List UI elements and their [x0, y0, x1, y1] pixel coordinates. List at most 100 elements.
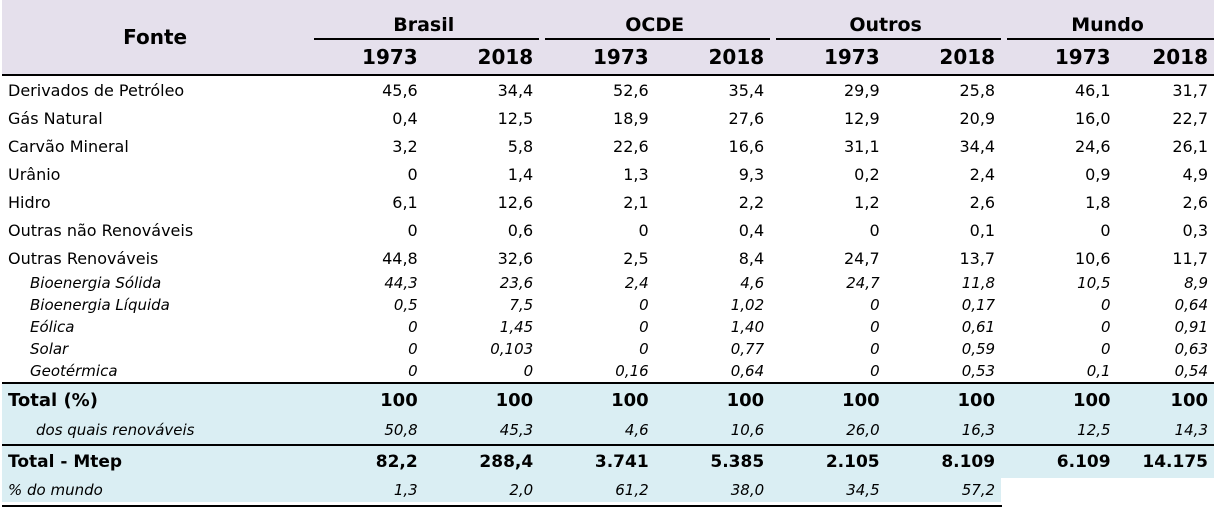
year-header: 1973 — [539, 40, 655, 76]
table-cell: 1,8 — [1085, 192, 1111, 212]
table-cell: 50,8 — [308, 416, 424, 446]
table-cell: 1,2 — [854, 192, 880, 212]
table-cell: 100 — [1001, 383, 1117, 416]
table-row: Urânio 0 1,4 1,3 9,3 0,2 2,4 0,9 4,9 — [2, 160, 1214, 188]
table-cell: 24,7 — [846, 274, 880, 292]
table-subrow: Eólica 0 1,45 0 1,40 0 0,61 0 0,91 — [2, 316, 1214, 338]
table-cell: 0,59 — [961, 340, 996, 358]
table-cell: 61,2 — [539, 478, 655, 502]
table-cell: 2,6 — [1182, 192, 1208, 212]
year-header: 2018 — [654, 40, 771, 76]
table-cell: 1,4 — [507, 164, 534, 184]
table-cell: 0 — [639, 318, 649, 336]
table-cell: 0 — [770, 360, 886, 384]
table-cell: 0,9 — [1085, 164, 1111, 184]
table-cell: 0,54 — [1116, 360, 1214, 384]
table-cell: 3.741 — [539, 445, 655, 478]
row-label: Gás Natural — [8, 108, 103, 128]
table-cell: 22,6 — [613, 136, 649, 156]
table-cell: 0,6 — [507, 220, 534, 240]
table-cell: 0,63 — [1174, 340, 1208, 358]
table-cell: 0,53 — [885, 360, 1002, 384]
table-cell: 0,1 — [1001, 360, 1117, 384]
table-cell: 0,16 — [539, 360, 655, 384]
table-cell: 4,6 — [539, 416, 655, 446]
table-subrow: Solar 0 0,103 0 0,77 0 0,59 0 0,63 — [2, 338, 1214, 360]
table-cell: 34,5 — [770, 478, 886, 502]
table-cell: 13,7 — [959, 248, 996, 268]
table-cell: 0,64 — [1174, 296, 1208, 314]
year-header: 1973 — [308, 40, 424, 76]
table-cell: 0 — [638, 220, 649, 240]
table-cell: 24,6 — [1074, 136, 1111, 156]
table-cell: 16,3 — [885, 416, 1002, 446]
table-cell: 52,6 — [613, 80, 649, 100]
table-cell: 14.175 — [1116, 445, 1214, 478]
table-cell: 1,3 — [623, 164, 649, 184]
table-cell: 46,1 — [1074, 80, 1111, 100]
fonte-header: Fonte — [2, 0, 309, 76]
table-subrow: Geotérmica 0 0 0,16 0,64 0 0,53 0,1 0,54 — [2, 360, 1214, 384]
row-label: Eólica — [30, 318, 75, 336]
row-label: Urânio — [8, 164, 61, 184]
table-cell: 2,4 — [969, 164, 996, 184]
table-row: Carvão Mineral 3,2 5,8 22,6 16,6 31,1 34,4 24,6… — [2, 132, 1214, 160]
table-cell: 0 — [407, 164, 418, 184]
group-header-ocde: OCDE — [539, 0, 771, 40]
table-cell: 8,9 — [1184, 274, 1208, 292]
table-row: Hidro 6,1 12,6 2,1 2,2 1,2 2,6 1,8 2,6 — [2, 188, 1214, 216]
table-cell: 34,4 — [497, 80, 534, 100]
row-label: dos quais renováveis — [2, 416, 309, 446]
table-cell: 29,9 — [844, 80, 880, 100]
table-cell: 100 — [654, 383, 771, 416]
table-cell: 0 — [1101, 340, 1111, 358]
table-subrow: Bioenergia Líquida 0,5 7,5 0 1,02 0 0,17 0 0,64 — [2, 294, 1214, 316]
table-cell: 100 — [885, 383, 1002, 416]
table-cell: 12,5 — [1001, 416, 1117, 446]
table-cell: 7,5 — [509, 296, 534, 314]
table-cell: 0 — [423, 360, 540, 384]
table-cell: 34,4 — [959, 136, 996, 156]
table-cell: 32,6 — [497, 248, 534, 268]
percent-world-row: % do mundo 1,3 2,0 61,2 38,0 34,5 57,2 — [2, 478, 1214, 502]
group-header-brasil: Brasil — [308, 0, 540, 40]
table-cell: 4,6 — [740, 274, 765, 292]
table-cell: 0,61 — [961, 318, 996, 336]
table-cell: 26,1 — [1172, 136, 1208, 156]
table-cell: 8.109 — [885, 445, 1002, 478]
table-cell: 44,3 — [384, 274, 418, 292]
row-label: Total - Mtep — [2, 445, 309, 478]
row-label: Derivados de Petróleo — [8, 80, 185, 100]
table-cell: 0 — [870, 340, 880, 358]
table-cell: 5,8 — [507, 136, 534, 156]
table-cell: 82,2 — [308, 445, 424, 478]
table-cell: 2,0 — [423, 478, 540, 502]
row-label: Bioenergia Líquida — [30, 296, 170, 314]
table-cell: 8,4 — [738, 248, 765, 268]
year-header: 2018 — [1116, 40, 1214, 76]
row-label: % do mundo — [2, 478, 309, 502]
table-cell: 0 — [870, 318, 880, 336]
table-row: Derivados de Petróleo 45,6 34,4 52,6 35,4 29,… — [2, 75, 1214, 104]
table-cell: 31,1 — [844, 136, 880, 156]
year-header: 1973 — [1001, 40, 1117, 76]
table-cell: 57,2 — [885, 478, 1002, 502]
table-cell: 10,6 — [654, 416, 771, 446]
table-cell: 1,02 — [730, 296, 765, 314]
table-cell: 0,77 — [730, 340, 765, 358]
table-cell: 12,9 — [844, 108, 880, 128]
table-cell: 2,5 — [623, 248, 649, 268]
table-cell: 6,1 — [392, 192, 418, 212]
table-subrow: Bioenergia Sólida 44,3 23,6 2,4 4,6 24,7 11,8 1… — [2, 272, 1214, 294]
table-row: Outras Renováveis 44,8 32,6 2,5 8,4 24,7 13,7 1… — [2, 244, 1214, 272]
table-cell: 23,6 — [499, 274, 534, 292]
table-cell: 31,7 — [1172, 80, 1208, 100]
table-bottom-rule — [2, 505, 1002, 507]
table-cell: 1,45 — [499, 318, 534, 336]
table-cell: 0,103 — [490, 340, 534, 358]
table-cell: 45,6 — [382, 80, 418, 100]
table-cell: 100 — [1116, 383, 1214, 416]
table-cell: 44,8 — [382, 248, 418, 268]
empty-cell — [1001, 478, 1117, 502]
